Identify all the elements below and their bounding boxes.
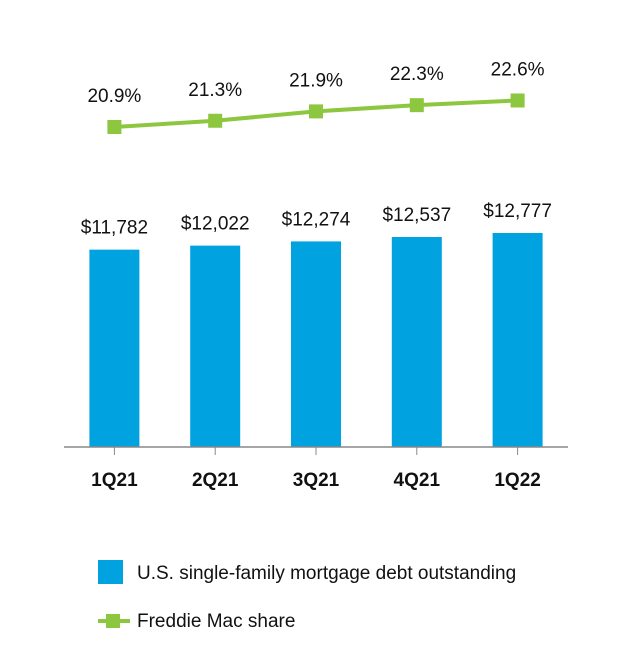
bar [492, 232, 543, 447]
bar [291, 241, 341, 447]
x-ticks-layer [113, 447, 519, 455]
legend-line-label: Freddie Mac share [137, 611, 295, 632]
share-marker [409, 98, 424, 113]
x-tick-label: 1Q22 [494, 470, 540, 491]
bar-value-label: $12,777 [483, 201, 552, 222]
share-marker [309, 104, 323, 119]
bars-layer [89, 232, 543, 447]
share-value-label: 20.9% [87, 86, 141, 107]
bar [89, 249, 140, 447]
share-value-label: 21.3% [188, 80, 242, 101]
bar-value-label: $11,782 [81, 218, 148, 239]
share-marker [107, 120, 122, 134]
share-value-label: 22.3% [390, 64, 444, 85]
legend: U.S. single-family mortgage debt outstan… [98, 560, 516, 632]
category-labels-layer: 1Q21 2Q21 3Q21 4Q21 1Q22 [91, 470, 541, 491]
x-tick-label: 4Q21 [394, 470, 441, 491]
share-value-label: 22.6% [491, 59, 545, 80]
bar-value-label: $12,274 [282, 209, 351, 230]
x-tick-label: 2Q21 [192, 470, 239, 491]
legend-line-marker [106, 614, 120, 628]
legend-bar-label: U.S. single-family mortgage debt outstan… [137, 563, 516, 584]
bar-value-label: $12,537 [382, 205, 451, 226]
share-value-label: 21.9% [289, 70, 343, 91]
bar-labels-layer: $11,782 $12,022 $12,274 $12,537 $12,777 [81, 201, 552, 239]
bar-value-label: $12,022 [181, 214, 250, 235]
share-marker [510, 93, 525, 108]
share-marker [208, 113, 223, 128]
bar [391, 237, 442, 447]
share-labels-layer: 20.9% 21.3% 21.9% 22.3% 22.6% [87, 59, 544, 107]
bar [190, 245, 241, 447]
x-tick-label: 1Q21 [91, 470, 138, 491]
legend-bar-swatch [98, 560, 123, 584]
x-tick-label: 3Q21 [293, 470, 340, 491]
share-markers-layer [107, 93, 525, 134]
